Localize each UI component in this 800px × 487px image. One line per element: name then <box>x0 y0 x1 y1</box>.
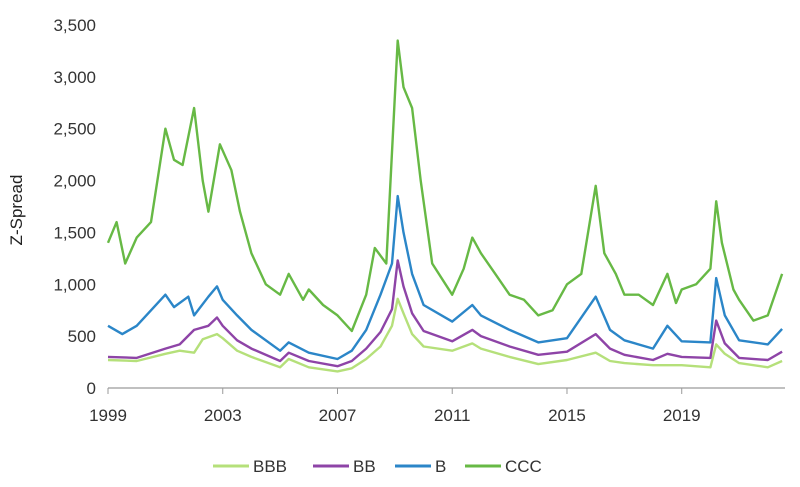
series-line-b <box>107 194 783 361</box>
y-tick-label: 2,500 <box>53 120 96 139</box>
series-lines <box>106 39 784 373</box>
y-tick-label: 3,500 <box>53 16 96 35</box>
series-line-ccc <box>106 39 784 333</box>
x-tick-label: 2011 <box>434 406 471 425</box>
y-tick-label: 2,000 <box>53 172 96 191</box>
legend-label-bbb: BBB <box>253 457 287 476</box>
y-tick-label: 0 <box>87 379 96 398</box>
y-tick-label: 1,500 <box>53 223 96 242</box>
y-tick-label: 3,000 <box>53 68 96 87</box>
legend: BBB BB B CCC <box>213 457 542 476</box>
x-tick-label: 1999 <box>89 406 127 425</box>
x-axis-ticks: 1999 2003 2007 2011 2015 2019 <box>89 388 701 425</box>
y-axis-title: Z-Spread <box>7 175 26 246</box>
x-tick-label: 2019 <box>663 406 701 425</box>
legend-label-b: B <box>435 457 446 476</box>
series-line-bbb <box>107 297 783 373</box>
series-line-bb <box>107 259 783 368</box>
y-tick-label: 500 <box>68 327 96 346</box>
legend-label-ccc: CCC <box>505 457 542 476</box>
x-tick-label: 2015 <box>548 406 586 425</box>
x-tick-label: 2007 <box>319 406 357 425</box>
legend-label-bb: BB <box>353 457 376 476</box>
y-axis-ticks: 0 500 1,000 1,500 2,000 2,500 3,000 3,500 <box>53 16 96 398</box>
y-tick-label: 1,000 <box>53 275 96 294</box>
x-tick-label: 2003 <box>204 406 242 425</box>
